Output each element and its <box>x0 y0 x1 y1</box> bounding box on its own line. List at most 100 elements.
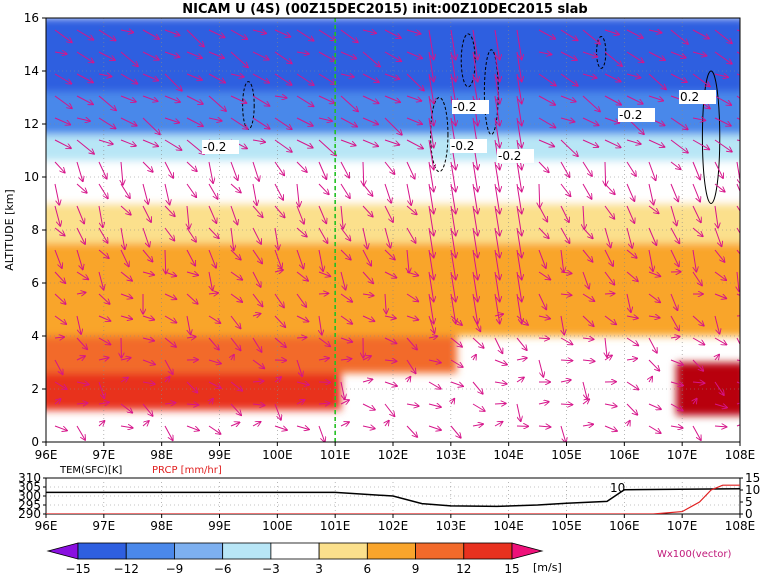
wind-vector-59 <box>120 73 138 84</box>
wind-vector-496 <box>626 74 641 78</box>
wind-vector-386 <box>494 161 500 192</box>
wind-vector-515 <box>648 73 666 89</box>
wind-vector-5 <box>54 139 71 148</box>
wind-vector-303 <box>385 421 389 426</box>
wind-vector-243 <box>318 358 329 360</box>
wind-vector-397 <box>494 403 506 404</box>
wind-vector-547 <box>670 359 683 365</box>
wind-vector-37 <box>76 425 85 440</box>
wind-vector-191 <box>274 51 292 64</box>
wind-vector-262 <box>340 359 352 360</box>
wind-vector-97 <box>164 73 182 91</box>
wind-vector-333 <box>428 249 434 280</box>
wind-vector-451 <box>560 337 573 345</box>
wind-vector-181 <box>252 249 262 264</box>
wind-vector-163 <box>230 271 242 280</box>
wind-vector-169 <box>230 403 241 415</box>
wind-vector-45 <box>98 183 108 198</box>
wind-vector-51 <box>98 315 111 321</box>
wind-vector-325 <box>428 73 434 104</box>
wind-vector-398 <box>494 422 503 426</box>
wind-vector-316 <box>406 293 418 301</box>
wind-vector-552 <box>692 52 707 56</box>
sub-x-tick-label-9: 105E <box>551 519 582 533</box>
wind-vector-524 <box>648 271 661 276</box>
wind-vector-93 <box>142 403 153 416</box>
wind-vector-103 <box>164 205 175 216</box>
wind-vector-318 <box>406 337 417 350</box>
wind-vector-49 <box>98 271 104 290</box>
wind-vector-531 <box>648 425 661 433</box>
wind-vector-219 <box>296 249 304 269</box>
wind-vector-581 <box>714 271 726 280</box>
wind-vector-90 <box>142 338 154 341</box>
wind-vector-562 <box>692 271 702 286</box>
wind-vector-153 <box>230 51 248 67</box>
y-tick-label-8: 16 <box>24 11 39 25</box>
wind-vector-175 <box>252 117 270 129</box>
wind-vector-140 <box>208 183 218 199</box>
wind-vector-326 <box>428 95 434 126</box>
wind-vector-453 <box>560 380 571 382</box>
x-tick-label-7: 103E <box>436 448 467 462</box>
wind-vector-131 <box>186 404 199 405</box>
wind-vector-50 <box>98 293 110 304</box>
wind-vector-17 <box>54 399 61 404</box>
wind-vector-76 <box>142 29 159 39</box>
wind-vector-382 <box>494 73 500 104</box>
wind-vector-9 <box>54 227 65 236</box>
wind-vector-240 <box>318 293 329 294</box>
wind-vector-313 <box>406 227 416 243</box>
wind-vector-487 <box>604 293 615 294</box>
wind-vector-540 <box>670 205 677 226</box>
wind-vector-282 <box>362 379 373 382</box>
wind-vector-277 <box>362 271 373 283</box>
wind-vector-344 <box>450 73 456 104</box>
wind-vector-583 <box>714 315 720 334</box>
wind-vector-546 <box>670 337 680 338</box>
wind-vector-381 <box>494 51 500 82</box>
wind-vector-252 <box>340 139 356 145</box>
wind-vector-161 <box>231 227 234 250</box>
wind-vector-311 <box>406 183 411 205</box>
wind-vector-95 <box>164 29 180 35</box>
wind-vector-332 <box>428 227 434 258</box>
wind-vector-501 <box>626 183 634 201</box>
wind-vector-11 <box>54 271 65 283</box>
wind-vector-428 <box>538 249 546 268</box>
wind-vector-23 <box>76 118 90 121</box>
wind-vector-188 <box>252 404 265 405</box>
wind-vector-63 <box>121 161 123 185</box>
wind-vector-296 <box>384 271 397 278</box>
wind-vector-439 <box>560 73 578 86</box>
wind-vector-388 <box>494 205 500 236</box>
wind-vector-480 <box>604 139 621 147</box>
wind-vector-291 <box>384 161 395 174</box>
wind-vector-235 <box>318 183 329 194</box>
wind-vector-302 <box>384 403 395 416</box>
x-tick-label-3: 99E <box>208 448 231 462</box>
wind-vector-426 <box>538 205 547 222</box>
wind-vector-230 <box>318 73 336 84</box>
wind-vector-147 <box>208 337 219 350</box>
wind-vector-6 <box>54 161 65 173</box>
wind-vector-102 <box>164 183 170 205</box>
wind-vector-53 <box>98 358 109 360</box>
wind-vector-356 <box>450 337 462 347</box>
wind-vector-522 <box>648 227 656 245</box>
x-tick-label-9: 105E <box>551 448 582 462</box>
wind-vector-99 <box>164 117 179 123</box>
prcp-tick-label-0: 15 <box>745 471 760 485</box>
wind-vector-603 <box>736 337 740 353</box>
wind-vector-412 <box>516 315 528 325</box>
prcp-line <box>46 484 740 514</box>
wind-vector-448 <box>560 272 572 273</box>
wind-vector-510 <box>626 381 639 390</box>
sub-x-tick-label-6: 102E <box>378 519 409 533</box>
y-axis-label: ALTITUDE [km] <box>3 189 16 270</box>
contour-label-bg-2 <box>450 139 487 153</box>
wind-vector-471 <box>582 360 595 361</box>
contour-label-4: -0.2 <box>619 108 642 122</box>
colorbar-label-3: −6 <box>214 562 232 575</box>
wind-vector-349 <box>450 183 456 214</box>
